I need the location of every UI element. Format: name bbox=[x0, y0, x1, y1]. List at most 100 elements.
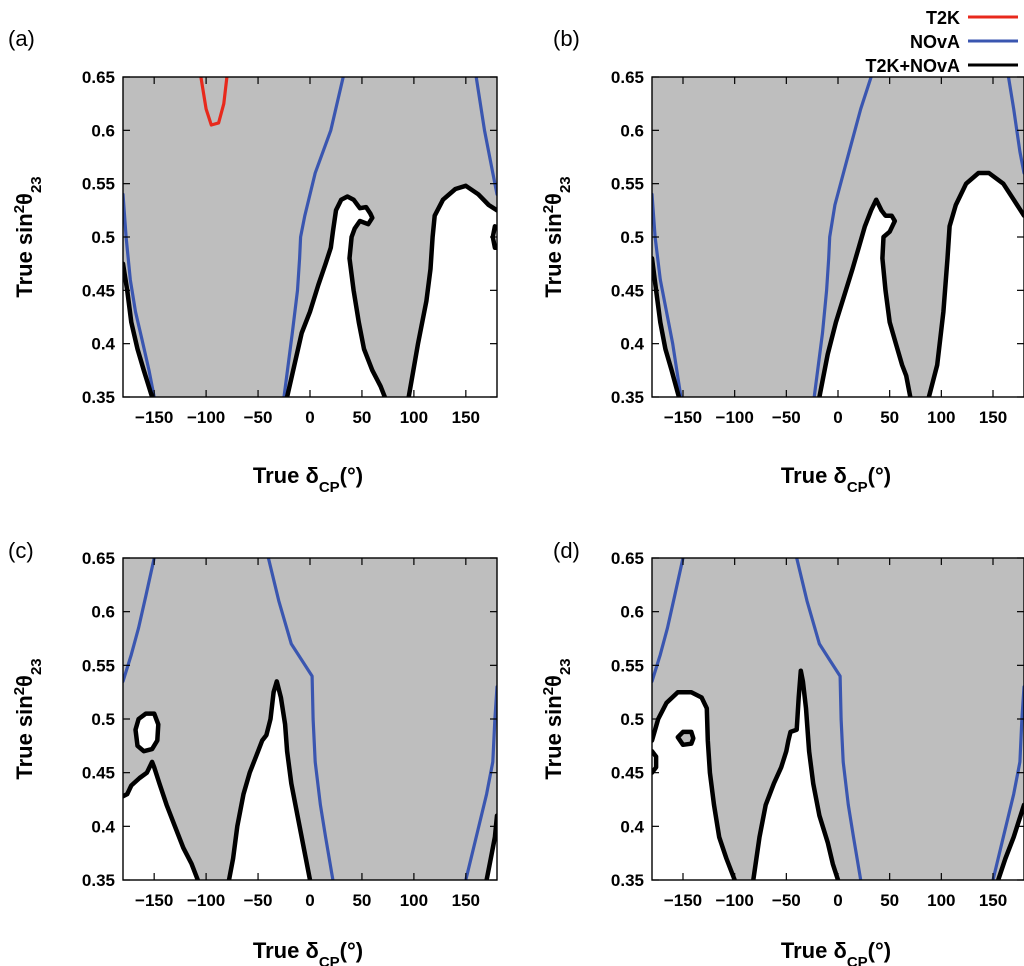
panel-b-y-axis-title: True sin2θ23 bbox=[540, 176, 574, 297]
panels: −150 −100 −50 0 50 100 150 0.35 0.4 0.45 0.5 0.55 0.… bbox=[8, 26, 1024, 966]
panel-b-y-tick-label: 0.65 bbox=[611, 68, 644, 87]
panel-d-nova-contour-0 bbox=[652, 558, 685, 683]
panel-a-nova-contour-1 bbox=[282, 77, 345, 397]
panel-a-x-tick-label: −50 bbox=[244, 408, 273, 427]
legend: T2K NOvA T2K+NOvA bbox=[865, 8, 1018, 76]
legend-label-combined: T2K+NOvA bbox=[865, 56, 960, 76]
panel-d-tag: (d) bbox=[553, 538, 580, 563]
panel-d-y-tick-label: 0.45 bbox=[611, 764, 644, 783]
panel-c-x-tick-label: −150 bbox=[135, 891, 173, 910]
panel-b-allowed-region-0 bbox=[652, 258, 679, 397]
panel-d-y-axis-title: True sin2θ23 bbox=[540, 658, 574, 779]
panel-c-nova-contour-1 bbox=[266, 558, 335, 880]
panel-b-contours bbox=[652, 77, 1024, 397]
panel-c-y-tick-label: 0.35 bbox=[82, 871, 115, 890]
legend-label-nova: NOvA bbox=[910, 32, 960, 52]
panel-b-x-tick-label: −100 bbox=[716, 408, 754, 427]
panel-a-y-tick-label: 0.35 bbox=[82, 388, 115, 407]
panel-b-x-axis-title: True δCP(°) bbox=[781, 463, 891, 496]
panel-b-nova-contour-2 bbox=[1006, 77, 1024, 175]
panel-a-x-tick-label: 50 bbox=[352, 408, 371, 427]
panel-c-y-tick-label: 0.65 bbox=[82, 549, 115, 568]
panel-c-allowed-region-0 bbox=[123, 761, 198, 880]
panel-a-y-tick-label: 0.55 bbox=[82, 175, 115, 194]
panel-c-t2k-nova-contour-1 bbox=[133, 711, 161, 754]
panel-d-y-tick-label: 0.35 bbox=[611, 871, 644, 890]
panel-c-x-tick-label: 50 bbox=[352, 891, 371, 910]
panel-a-y-tick-label: 0.4 bbox=[91, 335, 115, 354]
panel-c-allowed-region-3 bbox=[486, 815, 497, 880]
panel-a-t2k-nova-contour-1 bbox=[284, 194, 388, 397]
panel-d-x-tick-label: −100 bbox=[716, 891, 754, 910]
panel-b-y-tick-label: 0.55 bbox=[611, 175, 644, 194]
panel-c-tag: (c) bbox=[8, 538, 34, 563]
panel-c-t2k-nova-contour-0 bbox=[123, 759, 201, 880]
panel-b-x-tick-label: 0 bbox=[833, 408, 842, 427]
panel-d-y-tick-label: 0.6 bbox=[620, 603, 644, 622]
panel-c-y-tick-label: 0.45 bbox=[82, 764, 115, 783]
panel-d-t2k-nova-contour-4 bbox=[995, 802, 1024, 880]
panel-b-ticks: −150 −100 −50 0 50 100 150 0.35 0.4 0.45 0.5 0.55 0.… bbox=[611, 68, 1024, 427]
panel-d-x-tick-label: 50 bbox=[880, 891, 899, 910]
panel-b-y-tick-label: 0.4 bbox=[620, 335, 644, 354]
panel-d-t2k-nova-contour-3 bbox=[751, 668, 841, 880]
panel-c: −150 −100 −50 0 50 100 150 0.35 0.4 0.45 0.5 0.55 0.… bbox=[8, 538, 498, 966]
panel-d-y-tick-label: 0.65 bbox=[611, 549, 644, 568]
panel-d-nova-contour-2 bbox=[991, 685, 1024, 880]
panel-c-x-tick-label: −100 bbox=[187, 891, 225, 910]
panel-c-x-tick-label: 150 bbox=[452, 891, 480, 910]
panel-c-allowed-region-2 bbox=[229, 681, 310, 880]
panel-a-t2k-contour-0 bbox=[199, 77, 229, 127]
panel-b-t2k-nova-contour-1 bbox=[817, 197, 913, 397]
panel-d-allowed-region-1 bbox=[753, 670, 838, 880]
panel-b-x-tick-label: 50 bbox=[880, 408, 899, 427]
panel-a-y-tick-label: 0.65 bbox=[82, 68, 115, 87]
panel-a-allowed-region-1 bbox=[287, 196, 385, 397]
panel-d-y-tick-label: 0.55 bbox=[611, 656, 644, 675]
panel-d-t2k-nova-contour-0 bbox=[652, 689, 737, 880]
panel-c-ticks: −150 −100 −50 0 50 100 150 0.35 0.4 0.45 0.5 0.55 0.… bbox=[82, 549, 497, 910]
panel-b-y-tick-label: 0.45 bbox=[611, 281, 644, 300]
panel-b-nova-contour-1 bbox=[812, 77, 873, 397]
panel-a-x-axis-title: True δCP(°) bbox=[253, 463, 363, 496]
panel-b-x-tick-label: 100 bbox=[927, 408, 955, 427]
panel-a-allowed-region-0 bbox=[123, 263, 153, 397]
panel-c-y-tick-label: 0.6 bbox=[91, 603, 115, 622]
panel-c-y-tick-label: 0.5 bbox=[91, 710, 115, 729]
panel-d-x-tick-label: −150 bbox=[664, 891, 702, 910]
panel-b-x-tick-label: −150 bbox=[664, 408, 702, 427]
panel-d-x-tick-label: 100 bbox=[927, 891, 955, 910]
panel-b-nova-contour-0 bbox=[652, 192, 683, 397]
panel-c-t2k-nova-contour-2 bbox=[226, 679, 313, 880]
panel-a-x-tick-label: −100 bbox=[187, 408, 225, 427]
panel-a-t2k-nova-contour-2 bbox=[406, 183, 497, 397]
panel-b-x-tick-label: 150 bbox=[979, 408, 1007, 427]
panel-c-x-tick-label: 0 bbox=[305, 891, 314, 910]
panel-d-contours bbox=[652, 558, 1024, 880]
panel-a-tag: (a) bbox=[8, 26, 35, 51]
panel-d-y-tick-label: 0.4 bbox=[620, 817, 644, 836]
panel-c-excluded-area bbox=[123, 558, 497, 880]
legend-label-t2k: T2K bbox=[926, 8, 960, 28]
panel-c-y-tick-label: 0.55 bbox=[82, 656, 115, 675]
panel-c-x-tick-label: −50 bbox=[244, 891, 273, 910]
panel-a-allowed-region-2 bbox=[408, 185, 497, 397]
panel-c-allowed-region-1 bbox=[135, 713, 159, 752]
panel-d-x-tick-label: 0 bbox=[833, 891, 842, 910]
panel-d-x-axis-title: True δCP(°) bbox=[781, 938, 891, 966]
panel-a-ticks: −150 −100 −50 0 50 100 150 0.35 0.4 0.45 0.5 0.55 0.… bbox=[82, 68, 497, 427]
panel-a-t2k-nova-contour-0 bbox=[123, 261, 155, 397]
panel-b-t2k-nova-contour-2 bbox=[926, 170, 1024, 397]
panel-c-y-axis-title: True sin2θ23 bbox=[11, 658, 45, 779]
panel-b-tag: (b) bbox=[553, 26, 580, 51]
panel-a-y-axis-title: True sin2θ23 bbox=[11, 176, 45, 297]
panel-b-x-tick-label: −50 bbox=[772, 408, 801, 427]
panel-a-y-tick-label: 0.5 bbox=[91, 228, 115, 247]
panel-a-contours bbox=[123, 77, 497, 397]
panel-c-x-axis-title: True δCP(°) bbox=[253, 938, 363, 966]
panel-b: −150 −100 −50 0 50 100 150 0.35 0.4 0.45 0.5 0.55 0.… bbox=[540, 26, 1024, 496]
panel-a: −150 −100 −50 0 50 100 150 0.35 0.4 0.45 0.5 0.55 0.… bbox=[8, 26, 498, 496]
panel-c-nova-contour-0 bbox=[123, 558, 156, 683]
panel-b-allowed-region-2 bbox=[928, 173, 1024, 397]
